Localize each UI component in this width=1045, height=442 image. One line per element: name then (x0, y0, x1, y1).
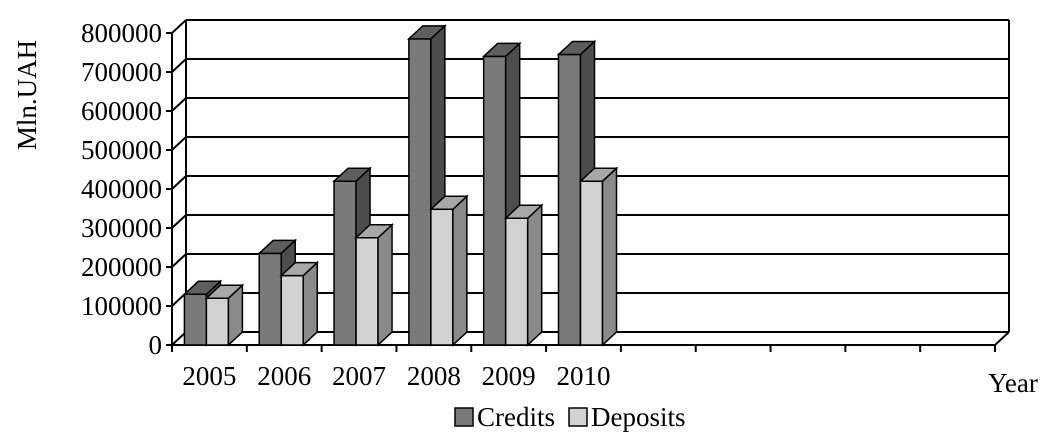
bar-side-deposits (377, 223, 393, 347)
gridline-depth (171, 136, 187, 151)
gridline-depth (171, 175, 187, 190)
y-tick-label: 400000 (81, 174, 162, 204)
x-tick-label: 2006 (257, 361, 311, 391)
bar-top-credits (257, 239, 298, 255)
bar-credits (183, 293, 208, 346)
bar-side-deposits (452, 194, 468, 347)
bar-top-deposits (354, 224, 394, 239)
gridline-depth (171, 19, 187, 34)
bar-deposits (355, 237, 379, 346)
y-tick-label: 300000 (81, 213, 162, 243)
bar-top-credits (481, 42, 522, 58)
bar-credits (557, 53, 582, 346)
gridline-depth (171, 253, 187, 268)
bar-top-credits (406, 25, 447, 40)
bar-credits (408, 38, 432, 346)
x-tick-label: 2009 (482, 361, 536, 391)
bar-credits (482, 55, 507, 346)
y-axis-label: Mln.UAH (12, 40, 42, 150)
x-tick-labels: 2005 2006 2007 2008 2009 2010 (171, 345, 996, 391)
legend-label-credits: Credits (477, 402, 555, 432)
bar-side-deposits (526, 203, 543, 347)
bar-top-credits (182, 280, 223, 296)
bar-top-deposits (503, 204, 544, 219)
bar-deposits (280, 274, 304, 346)
bar-top-deposits (204, 284, 245, 299)
bar-deposits (205, 297, 230, 346)
bar-side-deposits (302, 260, 318, 347)
x-tick-label: 2007 (332, 361, 386, 391)
bar-top-deposits (279, 261, 320, 277)
x-tick-label: 2010 (557, 361, 611, 391)
bar-deposits (504, 217, 529, 346)
gridline-depth (171, 58, 187, 73)
legend-swatch-credits (454, 407, 474, 427)
y-tick-label: 500000 (81, 135, 162, 165)
floor-right-edge (994, 331, 1010, 346)
bars (182, 24, 619, 347)
legend-label-deposits: Deposits (591, 402, 686, 432)
y-tick-label: 200000 (81, 252, 162, 282)
y-tick-label: 0 (149, 330, 163, 360)
y-tick-label: 800000 (81, 18, 162, 48)
legend-swatch-deposits (568, 407, 588, 427)
gridline-depth (171, 97, 187, 112)
bar-deposits (579, 180, 604, 346)
legend: Credits Deposits (454, 402, 686, 432)
bar-deposits (430, 208, 454, 346)
bar-top-credits (332, 167, 372, 182)
y-tick-label: 700000 (81, 57, 162, 87)
bar-top-credits (556, 40, 597, 56)
x-axis-label: Year (988, 368, 1038, 398)
x-tick-label: 2008 (407, 361, 461, 391)
y-tick-label: 100000 (81, 291, 162, 321)
x-tick-label: 2005 (182, 361, 236, 391)
bar-top-deposits (428, 195, 469, 211)
y-tick-labels: 0 100000 200000 300000 400000 500000 600000 700… (81, 18, 172, 360)
bar-credits (258, 252, 282, 346)
bar-credits (333, 180, 357, 346)
bar-side-deposits (601, 166, 618, 347)
gridline-depth (171, 214, 187, 229)
y-tick-label: 600000 (81, 96, 162, 126)
bar-top-deposits (578, 167, 619, 182)
